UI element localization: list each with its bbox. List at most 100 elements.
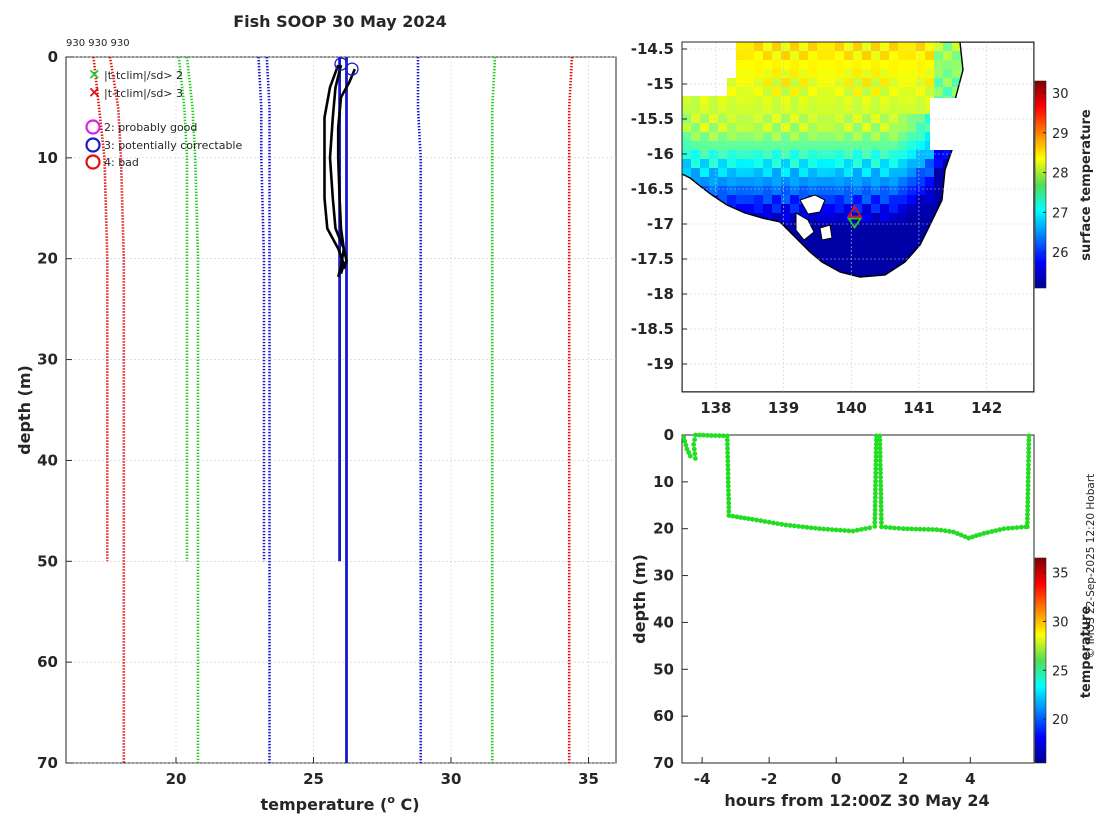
sst-cell [772,123,782,133]
profile-xtick-label: 20 [166,770,187,788]
sst-cell [835,96,845,106]
sst-cell [790,168,800,178]
profile-xtick-label: 30 [441,770,462,788]
sst-cell [844,78,854,88]
sst-cell [853,150,863,160]
profile-series-13 [336,68,356,270]
sst-cell [889,132,899,142]
sst-cell [790,60,800,70]
sst-cell [880,204,890,214]
sst-cell [817,186,827,196]
sst-cell [745,168,755,178]
ts-point [854,527,860,533]
sst-cell [898,42,908,52]
sst-cell [907,168,917,178]
sst-cell [790,105,800,115]
sst-cell [844,123,854,133]
sst-cell [862,96,872,106]
ts-xtick-label: 4 [965,770,975,788]
sst-cell [691,123,701,133]
sst-cell [916,42,926,52]
ts-point [1025,470,1031,476]
ts-point [874,433,879,439]
sst-cell [916,204,926,214]
sst-cell [880,69,890,79]
ts-point [874,437,879,443]
ts-point [688,453,693,459]
sst-cell [772,204,782,214]
sst-cell [754,60,764,70]
sst-cell [754,69,764,79]
ts-point [1025,520,1030,526]
sst-cell [916,60,926,70]
sst-cell [826,258,836,268]
sst-cell [700,141,710,151]
sst-cell [835,150,845,160]
ts-point [877,433,883,439]
sst-cell [799,150,809,160]
sst-cell [799,168,809,178]
ts-point [725,467,731,472]
sst-cell [772,168,782,178]
sst-cell [925,42,935,52]
ts-point [878,483,884,488]
ts-point [878,516,884,521]
sst-cell [871,231,881,241]
ts-point [997,527,1003,533]
sst-cell [898,231,908,241]
sst-cell [835,105,845,115]
sst-cell [880,60,890,70]
sst-cell [817,222,827,232]
sst-cbar-tick-label: 29 [1052,127,1069,142]
sst-cell [790,177,800,187]
sst-cell [916,222,926,232]
copyright-footer: © IMOS 22-Sep-2025 12:20 Hobart [1085,474,1097,659]
ts-point [921,526,927,532]
sst-cell [781,213,791,223]
ts-point [724,437,730,443]
ts-point [726,504,732,510]
sst-cell [862,159,872,169]
sst-cell [745,141,755,151]
ts-point [787,523,793,528]
sst-cell [826,213,836,223]
sst-cell [808,87,818,97]
sst-cell [907,177,917,187]
sst-cell [925,204,935,214]
legend-flag4: 4: bad [104,156,139,169]
sst-cell [790,141,800,151]
map-xtick-label: 140 [836,399,867,417]
sst-cell [916,51,926,61]
sst-cell [808,42,818,52]
sst-cell [862,267,872,277]
ts-point [1005,525,1011,531]
sst-cell [844,204,854,214]
sst-cell [790,222,800,232]
sst-cell [727,186,737,196]
sst-cell [916,123,926,133]
sst-cell [916,159,926,169]
sst-cell [727,195,737,205]
sst-cell [862,222,872,232]
sst-cell [826,168,836,178]
sst-cell [763,141,773,151]
sst-cell [853,132,863,142]
sst-cell [808,69,818,79]
sst-cell [826,96,836,106]
sst-cell [727,78,737,88]
sst-cell [871,195,881,205]
ts-point [981,531,987,536]
sst-cell [898,132,908,142]
ts-point [873,466,879,472]
sst-cell [907,231,917,241]
figure-title: Fish SOOP 30 May 2024 [233,12,447,31]
sst-cell [745,195,755,205]
sst-cell [817,132,827,142]
sst-cell [781,51,791,61]
ts-point [1025,512,1030,517]
sst-cell [844,267,854,277]
sst-cell [925,132,935,142]
ts-point [878,495,884,501]
sst-cell [844,42,854,52]
sst-cell [853,267,863,277]
